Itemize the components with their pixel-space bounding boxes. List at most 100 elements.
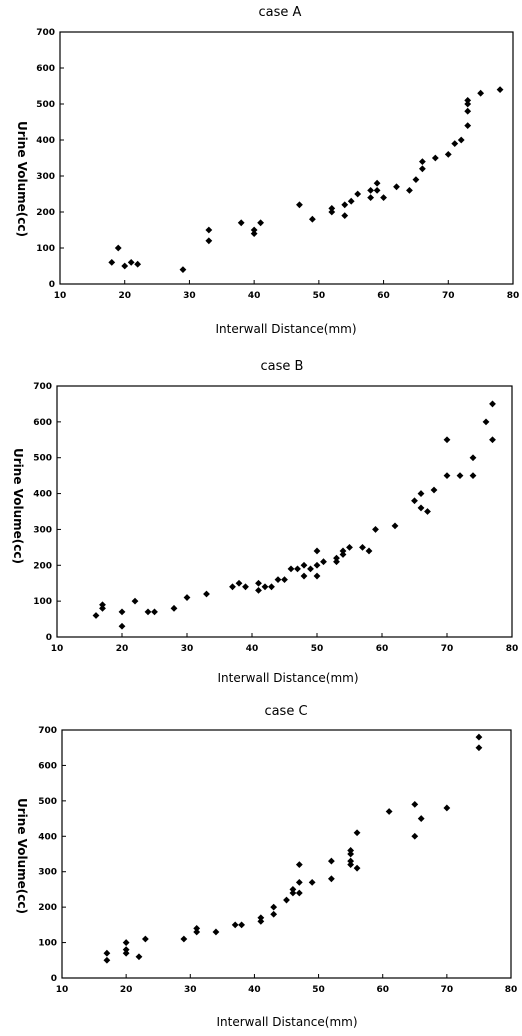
data-point xyxy=(170,604,178,612)
plot-frame xyxy=(59,31,514,285)
data-point xyxy=(347,197,355,205)
data-point xyxy=(255,579,262,587)
data-point xyxy=(250,230,258,237)
x-axis-label: Interwall Distance(mm) xyxy=(216,1015,357,1029)
x-axis-label: Interwall Distance(mm) xyxy=(217,671,358,685)
y-tick-label: 700 xyxy=(36,28,55,38)
data-point xyxy=(183,594,191,601)
data-point xyxy=(372,526,379,533)
data-point xyxy=(205,237,213,245)
data-point xyxy=(257,914,265,922)
x-tick-label: 70 xyxy=(441,985,454,995)
data-point xyxy=(108,259,116,266)
data-point xyxy=(203,590,210,598)
x-tick-label: 10 xyxy=(54,291,67,301)
data-point xyxy=(424,508,431,515)
data-point xyxy=(274,576,282,584)
data-point xyxy=(281,576,288,584)
data-point xyxy=(307,565,314,573)
data-point xyxy=(412,176,420,183)
data-point xyxy=(270,910,278,918)
data-point xyxy=(328,208,336,216)
data-point xyxy=(255,586,262,594)
y-tick-label: 300 xyxy=(36,172,55,182)
y-tick-label: 200 xyxy=(36,208,55,218)
x-tick-label: 70 xyxy=(442,291,455,301)
data-point xyxy=(419,165,426,173)
chart-case-c: case C Interwall Distance(mm) Urine Volu… xyxy=(0,692,522,1032)
x-tick-label: 20 xyxy=(120,985,133,995)
data-point xyxy=(443,436,451,444)
data-point xyxy=(300,572,308,580)
chart-title: case A xyxy=(259,5,302,20)
data-point xyxy=(114,244,122,252)
y-tick-label: 700 xyxy=(38,726,57,736)
chart-title: case C xyxy=(264,704,307,719)
chart-case-b: case B Interwall Distance(mm) Urine Volu… xyxy=(0,350,522,690)
data-point xyxy=(118,622,126,630)
data-point xyxy=(385,808,393,815)
data-point xyxy=(496,86,504,93)
data-point xyxy=(289,886,297,893)
data-point xyxy=(289,889,297,897)
data-point xyxy=(328,875,335,883)
data-point xyxy=(417,815,425,822)
y-tick-label: 100 xyxy=(33,597,52,607)
data-point xyxy=(99,604,106,612)
data-point xyxy=(180,935,188,943)
data-point xyxy=(482,418,490,426)
x-tick-label: 70 xyxy=(441,644,454,654)
data-point xyxy=(134,260,142,268)
y-tick-label: 0 xyxy=(49,280,55,290)
data-point xyxy=(122,946,130,954)
data-point xyxy=(141,935,149,943)
data-point xyxy=(283,896,290,904)
data-point xyxy=(347,857,355,865)
data-point xyxy=(308,878,316,886)
y-tick-label: 200 xyxy=(33,561,52,571)
data-point xyxy=(127,259,135,266)
data-point xyxy=(193,925,201,932)
x-tick-label: 60 xyxy=(376,985,389,995)
data-point xyxy=(122,949,130,957)
x-tick-label: 30 xyxy=(181,644,194,654)
data-point xyxy=(489,436,496,444)
data-point xyxy=(296,201,303,209)
chart-case-c-svg: case C Interwall Distance(mm) Urine Volu… xyxy=(15,704,517,1029)
data-point xyxy=(313,561,321,569)
plot-area: 0 100 200 300 400 500 600 700 10 20 30 40 50 60 70 80 xyxy=(38,726,517,995)
data-point xyxy=(131,597,139,605)
x-tick-label: 30 xyxy=(184,985,197,995)
data-point xyxy=(347,850,355,858)
data-point xyxy=(367,194,375,201)
data-point xyxy=(411,832,419,840)
y-tick-label: 200 xyxy=(38,903,57,913)
data-point xyxy=(373,187,381,194)
data-point xyxy=(103,949,111,957)
y-tick-label: 400 xyxy=(33,490,52,500)
x-tick-label: 50 xyxy=(311,644,324,654)
y-tick-label: 0 xyxy=(51,974,57,984)
data-point xyxy=(464,122,472,129)
data-point xyxy=(103,956,111,964)
data-point xyxy=(464,97,472,104)
data-point xyxy=(229,583,236,591)
x-tick-label: 50 xyxy=(312,985,325,995)
data-point xyxy=(365,547,373,555)
data-point xyxy=(430,486,438,494)
y-tick-label: 600 xyxy=(38,761,57,771)
data-point xyxy=(238,921,245,929)
data-point xyxy=(333,558,340,566)
x-tick-label: 40 xyxy=(248,291,261,301)
data-point xyxy=(235,579,243,587)
data-point xyxy=(295,878,303,886)
data-point xyxy=(135,953,143,961)
y-axis-label: Urine Volume(cc) xyxy=(15,798,29,914)
data-point xyxy=(205,226,213,234)
data-point xyxy=(294,565,301,573)
data-point xyxy=(300,561,308,569)
plot-area: 0 100 200 300 400 500 600 700 10 20 30 40 50 60 70 80 xyxy=(33,382,518,654)
y-tick-label: 100 xyxy=(36,244,55,254)
x-tick-label: 40 xyxy=(248,985,261,995)
data-point xyxy=(353,829,361,837)
